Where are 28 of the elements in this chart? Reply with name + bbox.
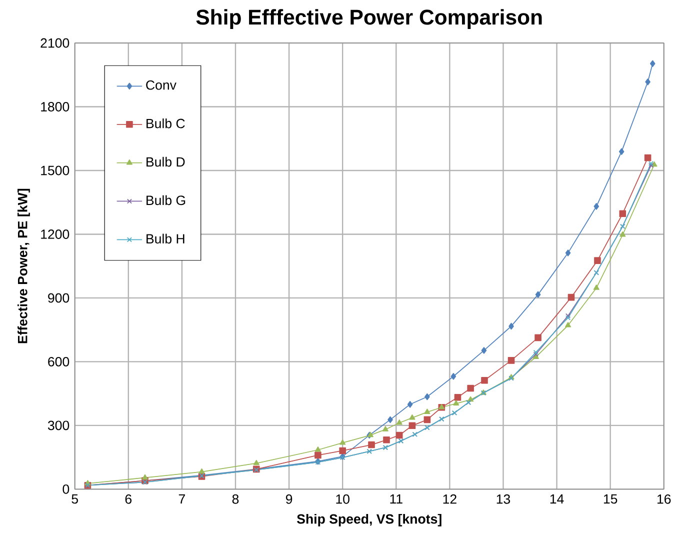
- x-tick-label: 5: [72, 494, 78, 504]
- legend-label: Bulb H: [146, 234, 184, 244]
- y-tick-label: 1800: [41, 102, 70, 112]
- x-tick-label: 15: [604, 494, 618, 504]
- y-tick-label: 300: [48, 420, 70, 430]
- legend-label: Bulb C: [146, 118, 185, 128]
- x-axis-title: Ship Speed, VS [knots]: [297, 514, 442, 527]
- y-tick-label: 1200: [41, 230, 70, 240]
- legend-label: Bulb D: [146, 157, 185, 167]
- x-tick-label: 13: [496, 494, 510, 504]
- y-axis-title: Effective Power, PE [kW]: [18, 189, 30, 344]
- x-tick-label: 7: [178, 494, 185, 504]
- x-tick-label: 12: [443, 494, 456, 504]
- chart-title: Ship Efffective Power Comparison: [196, 9, 542, 30]
- x-tick-label: 10: [336, 494, 350, 504]
- y-tick-label: 600: [48, 357, 70, 367]
- y-tick-label: 1500: [41, 166, 70, 176]
- y-tick-label: 900: [48, 293, 70, 303]
- x-tick-label: 14: [550, 494, 564, 504]
- x-tick-label: 11: [390, 494, 402, 504]
- y-tick-label: 2100: [40, 38, 70, 48]
- x-tick-label: 9: [286, 494, 292, 504]
- y-tick-label: 0: [62, 484, 70, 494]
- legend-label: Bulb G: [146, 195, 186, 206]
- x-tick-label: 16: [658, 494, 671, 504]
- legend-label: Conv: [146, 80, 176, 90]
- x-tick-label: 8: [232, 494, 239, 504]
- x-tick-label: 6: [125, 494, 132, 504]
